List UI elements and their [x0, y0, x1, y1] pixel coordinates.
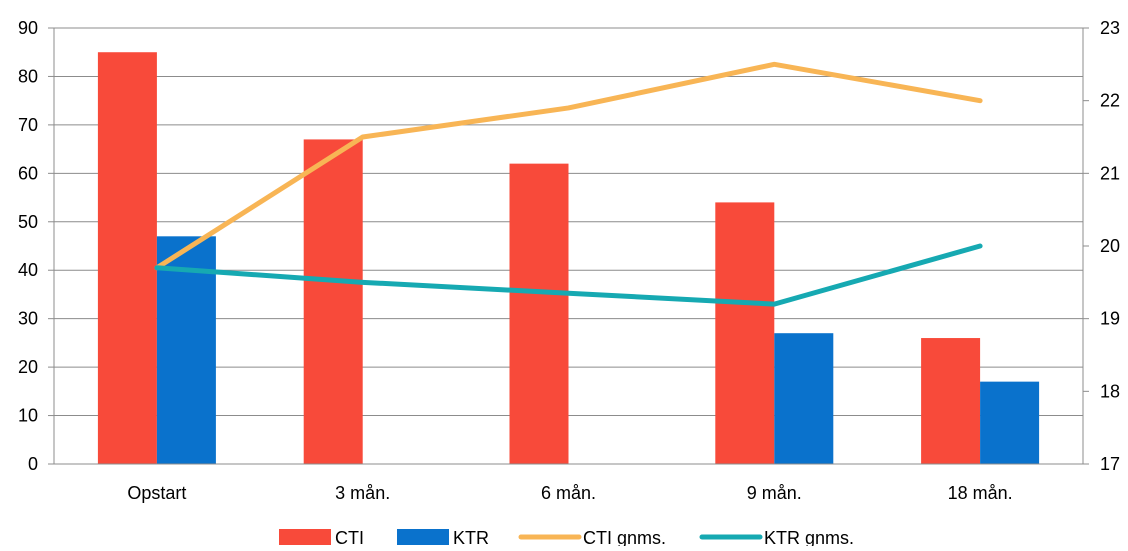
y-left-tick-label: 90 — [18, 18, 38, 38]
bar-cti-0 — [98, 52, 157, 464]
bar-ktr-4 — [980, 382, 1039, 464]
legend-swatch-cti — [279, 529, 331, 545]
bar-cti-1 — [304, 139, 363, 464]
legend: CTI KTR CTI gnms. KTR gnms. — [279, 528, 854, 546]
bar-cti-4 — [921, 338, 980, 464]
y-left-tick-label: 60 — [18, 163, 38, 183]
bar-ktr-3 — [774, 333, 833, 464]
bar-cti-2 — [510, 164, 569, 464]
x-tick-label: Opstart — [127, 483, 186, 503]
y-right-tick-label: 21 — [1100, 163, 1120, 183]
y-left-tick-label: 50 — [18, 212, 38, 232]
y-right-tick-label: 17 — [1100, 454, 1120, 474]
legend-label-cti-gnms-: CTI gnms. — [583, 528, 666, 546]
y-right-tick-label: 18 — [1100, 381, 1120, 401]
y-right-tick-label: 23 — [1100, 18, 1120, 38]
y-left-tick-label: 20 — [18, 357, 38, 377]
x-tick-label: 6 mån. — [541, 483, 596, 503]
y-left-tick-label: 70 — [18, 115, 38, 135]
y-left-tick-label: 80 — [18, 66, 38, 86]
legend-label-ktr-gnms-: KTR gnms. — [764, 528, 854, 546]
legend-label-cti: CTI — [335, 528, 364, 546]
bar-series — [98, 52, 1039, 464]
y-right-tick-label: 22 — [1100, 91, 1120, 111]
x-tick-label: 9 mån. — [747, 483, 802, 503]
bar-cti-3 — [715, 202, 774, 464]
x-tick-label: 18 mån. — [948, 483, 1013, 503]
legend-label-ktr: KTR — [453, 528, 489, 546]
y-left-tick-label: 30 — [18, 309, 38, 329]
y-right-tick-label: 19 — [1100, 309, 1120, 329]
y-left-tick-label: 40 — [18, 260, 38, 280]
y-right-tick-label: 20 — [1100, 236, 1120, 256]
legend-swatch-ktr — [397, 529, 449, 545]
x-tick-label: 3 mån. — [335, 483, 390, 503]
y-left-tick-label: 10 — [18, 406, 38, 426]
y-left-tick-label: 0 — [28, 454, 38, 474]
